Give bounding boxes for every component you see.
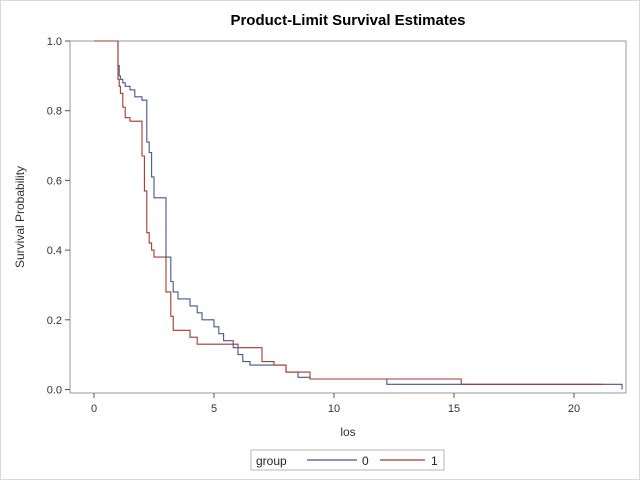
- y-tick-label: 0.2: [47, 315, 62, 327]
- x-axis-label: los: [340, 425, 355, 439]
- survival-curve-group-0: [94, 40, 623, 390]
- plot-area: [69, 40, 627, 394]
- y-tick-label: 0.4: [47, 245, 62, 257]
- legend-title: group: [256, 454, 287, 468]
- x-tick-label: 15: [448, 403, 460, 415]
- x-tick-label: 5: [211, 403, 217, 415]
- y-tick-label: 0.0: [47, 385, 62, 397]
- y-tick-label: 0.6: [47, 175, 62, 187]
- y-tick-label: 1.0: [47, 36, 62, 48]
- legend-entry-0: 0: [362, 454, 369, 468]
- y-tick-label: 0.8: [47, 106, 62, 118]
- x-tick-label: 20: [568, 403, 580, 415]
- x-axis: 0 5 10 15 20: [91, 393, 580, 415]
- survival-curve-group-1: [94, 40, 603, 385]
- legend-entry-1: 1: [431, 454, 438, 468]
- series-group: [94, 40, 623, 390]
- x-tick-label: 10: [328, 403, 340, 415]
- x-tick-label: 0: [91, 403, 97, 415]
- legend: group 0 1: [250, 449, 445, 471]
- y-axis: 0.0 0.2 0.4 0.6 0.8 1.0: [47, 36, 70, 397]
- y-axis-label: Survival Probability: [13, 166, 27, 268]
- chart-title: Product-Limit Survival Estimates: [230, 12, 465, 29]
